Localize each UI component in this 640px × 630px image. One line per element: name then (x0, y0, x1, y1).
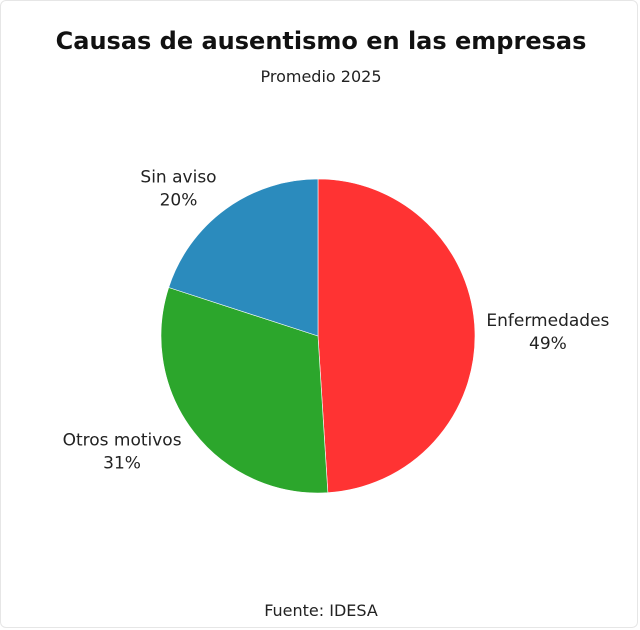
pie-chart: Enfermedades 49% Otros motivos 31% Sin aviso… (63, 167, 610, 494)
slice-value-label: 20% (160, 190, 198, 210)
pie-slice-sin-aviso (168, 178, 319, 337)
slice-value-label: 49% (529, 334, 567, 354)
slice-category-label: Enfermedades (486, 311, 609, 331)
chart-subtitle: Promedio 2025 (260, 67, 382, 86)
pie-labels: Enfermedades 49% Otros motivos 31% Sin aviso… (63, 167, 610, 473)
pie-slice-enfermedades (317, 178, 476, 494)
pie-slices (160, 178, 476, 494)
slice-value-label: 31% (103, 453, 141, 473)
pie-slice-otros-motivos (160, 287, 329, 494)
chart-source: Fuente: IDESA (264, 601, 378, 620)
slice-label-sin-aviso: Sin aviso 20% (140, 167, 216, 210)
chart-title: Causas de ausentismo en las empresas (55, 27, 587, 55)
slice-label-enfermedades: Enfermedades 49% (486, 311, 609, 354)
slice-label-otros-motivos: Otros motivos 31% (63, 430, 182, 473)
slice-category-label: Sin aviso (140, 167, 216, 187)
slice-category-label: Otros motivos (63, 430, 182, 450)
